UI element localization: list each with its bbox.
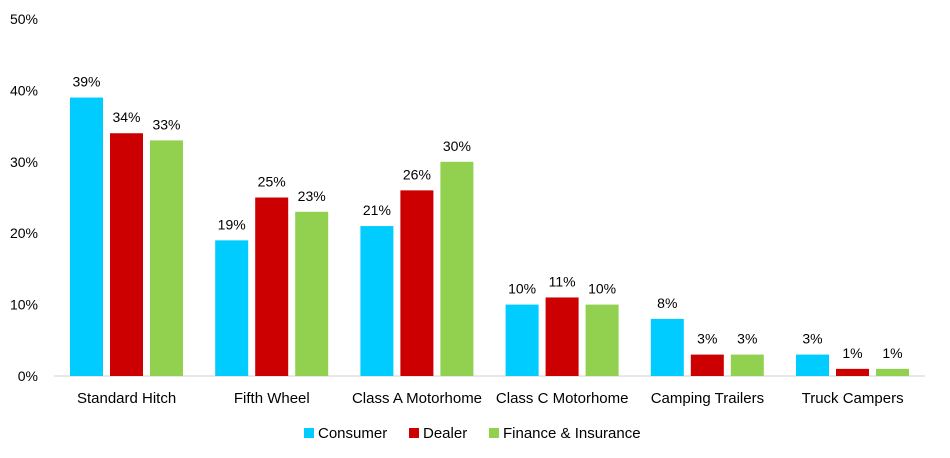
y-tick-label: 20% xyxy=(10,225,38,241)
x-category-label: Truck Campers xyxy=(802,390,904,407)
bar xyxy=(730,354,764,376)
legend-label: Consumer xyxy=(318,425,387,442)
data-label: 8% xyxy=(657,295,677,311)
data-label: 39% xyxy=(72,74,100,90)
x-category-label: Class A Motorhome xyxy=(352,390,482,407)
bar xyxy=(505,304,539,376)
bar xyxy=(796,354,829,376)
data-label: 3% xyxy=(737,331,757,347)
legend-swatch xyxy=(304,428,314,438)
bar xyxy=(690,354,724,376)
bar xyxy=(836,368,869,376)
bar xyxy=(360,226,394,376)
bar xyxy=(876,368,909,376)
y-tick-label: 50% xyxy=(10,11,38,27)
data-label: 10% xyxy=(588,281,616,297)
bar xyxy=(400,190,434,376)
x-axis-category-labels: Standard Hitch Fifth Wheel Class A Motorho… xyxy=(77,390,904,407)
bar xyxy=(215,240,249,376)
data-label: 30% xyxy=(443,138,471,154)
bar xyxy=(70,97,103,376)
data-label: 3% xyxy=(802,331,822,347)
y-tick-label: 30% xyxy=(10,154,38,170)
legend-swatch xyxy=(489,428,499,438)
data-label: 33% xyxy=(152,116,180,132)
bar xyxy=(295,211,329,376)
bar xyxy=(440,161,474,376)
y-tick-label: 40% xyxy=(10,82,38,98)
y-axis-ticks: 0% 10% 20% 30% 40% 50% xyxy=(10,11,38,384)
bar xyxy=(255,197,289,376)
data-label: 26% xyxy=(403,166,431,182)
data-label: 34% xyxy=(112,109,140,125)
data-label: 19% xyxy=(218,216,246,232)
data-labels: 39% 34% 33% 19% 25% 23% 21% 26% 30% 10% 11% 10% 8% 3%… xyxy=(72,74,902,361)
data-label: 1% xyxy=(882,345,902,361)
data-label: 21% xyxy=(363,202,391,218)
bar xyxy=(585,304,619,376)
bar xyxy=(650,318,684,376)
legend: Consumer Dealer Finance & Insurance xyxy=(304,425,641,442)
data-label: 23% xyxy=(298,188,326,204)
bar xyxy=(110,133,143,376)
bar xyxy=(150,140,183,376)
x-category-label: Standard Hitch xyxy=(77,390,176,407)
data-label: 1% xyxy=(842,345,862,361)
x-category-label: Camping Trailers xyxy=(651,390,764,407)
legend-swatch xyxy=(409,428,419,438)
legend-label: Dealer xyxy=(423,425,467,442)
data-label: 10% xyxy=(508,281,536,297)
y-tick-label: 0% xyxy=(18,368,38,384)
data-label: 3% xyxy=(697,331,717,347)
data-label: 11% xyxy=(549,273,576,289)
data-label: 25% xyxy=(258,174,286,190)
bar xyxy=(545,297,579,376)
legend-label: Finance & Insurance xyxy=(503,425,641,442)
bars xyxy=(70,97,909,376)
y-tick-label: 10% xyxy=(10,297,38,313)
x-category-label: Class C Motorhome xyxy=(496,390,629,407)
x-category-label: Fifth Wheel xyxy=(234,390,310,407)
